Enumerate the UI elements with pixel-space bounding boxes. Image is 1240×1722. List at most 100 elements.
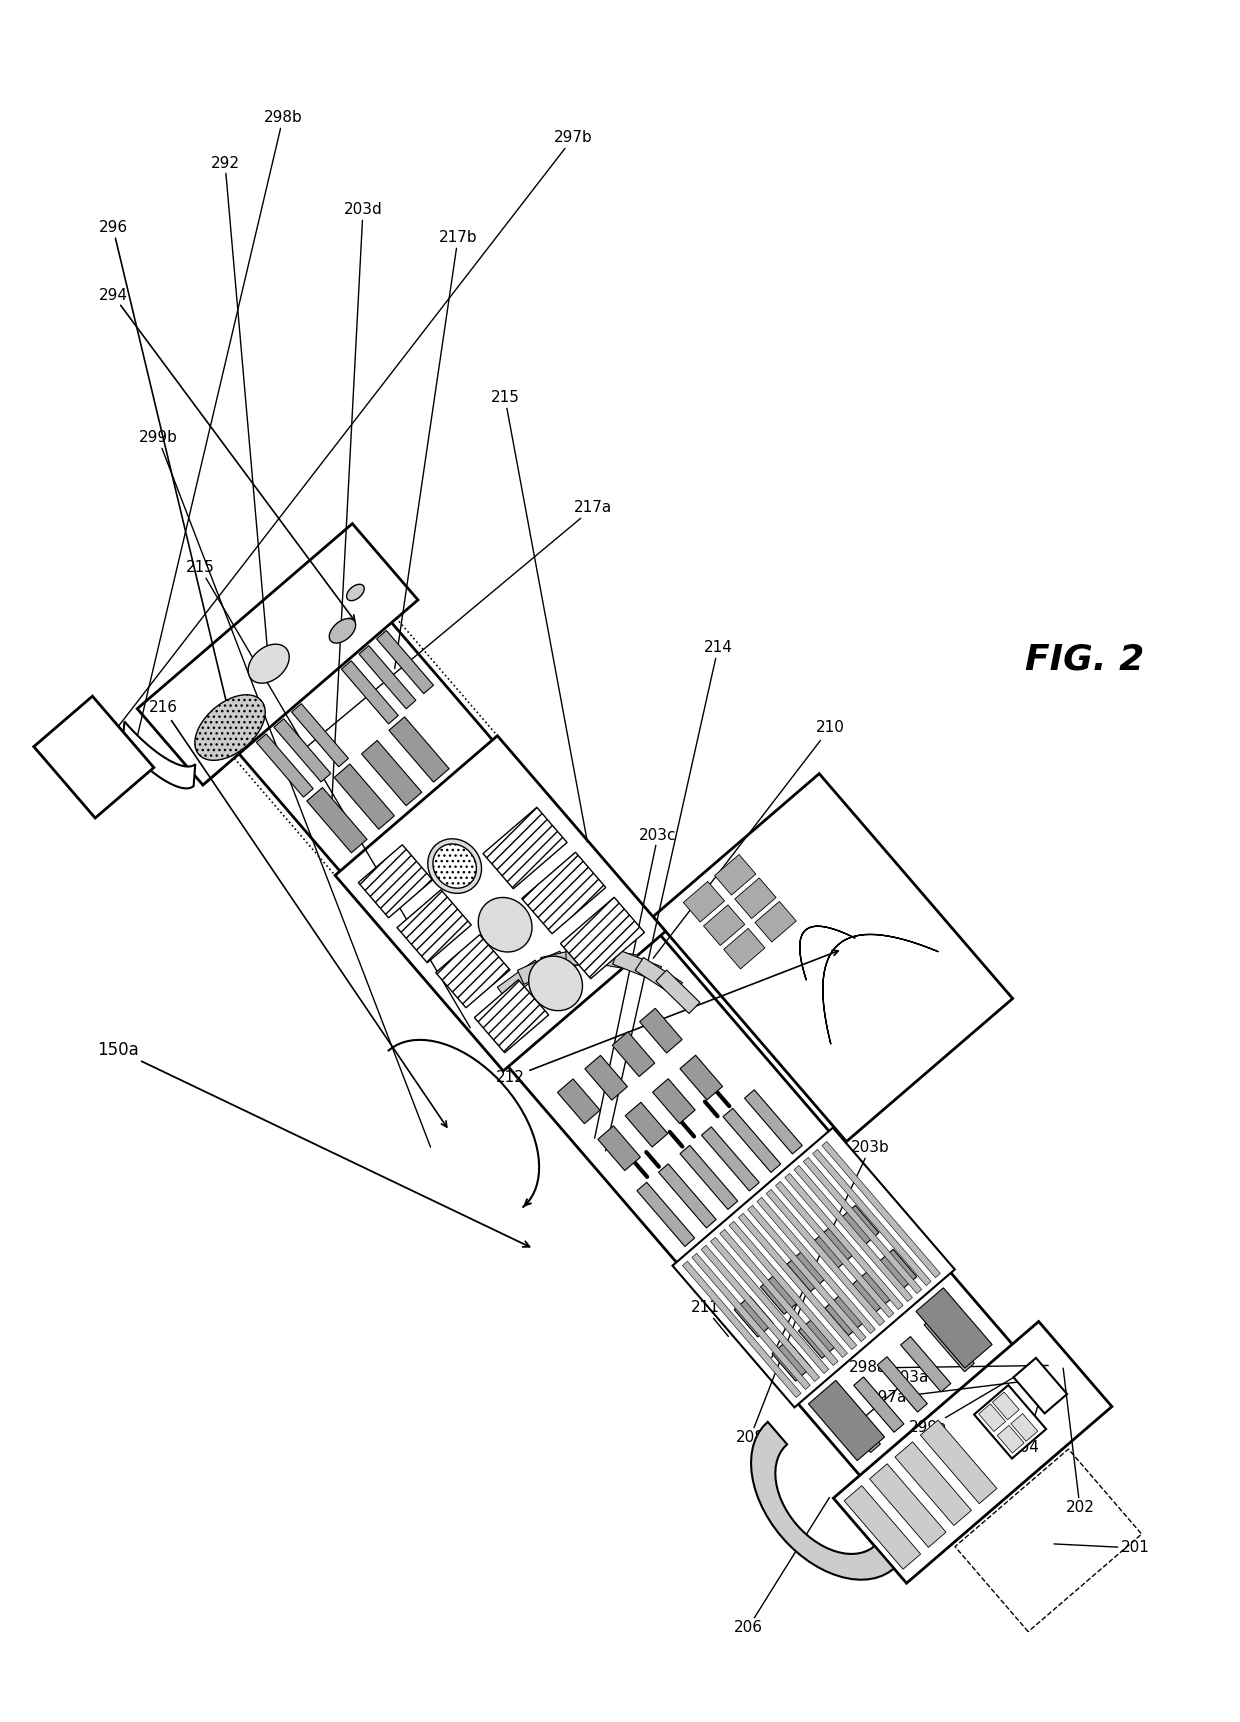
Polygon shape [823,935,939,1044]
Text: FIG. 2: FIG. 2 [1025,642,1145,677]
Polygon shape [613,1031,655,1076]
Polygon shape [702,1126,759,1192]
Polygon shape [613,951,661,982]
Polygon shape [360,646,415,709]
Polygon shape [291,704,348,766]
Polygon shape [997,1426,1024,1453]
Text: 211: 211 [691,1300,728,1336]
Polygon shape [773,1340,811,1381]
Polygon shape [528,956,583,1011]
Polygon shape [435,935,510,1007]
Polygon shape [653,773,1013,1142]
Polygon shape [895,1441,971,1526]
Polygon shape [800,926,856,980]
Polygon shape [197,573,1014,1477]
Text: 292: 292 [211,155,268,661]
Polygon shape [955,1448,1142,1632]
Polygon shape [813,1228,853,1269]
Polygon shape [703,904,745,945]
Polygon shape [680,1056,723,1100]
Polygon shape [719,1230,838,1366]
Polygon shape [711,1238,828,1374]
Polygon shape [672,1128,955,1407]
Polygon shape [598,1126,640,1171]
Polygon shape [916,1288,992,1367]
Polygon shape [484,808,567,889]
Polygon shape [692,1254,810,1390]
Polygon shape [335,735,666,1071]
Polygon shape [680,1145,738,1209]
Polygon shape [330,618,356,642]
Polygon shape [799,1317,837,1359]
Polygon shape [637,1183,694,1247]
Polygon shape [775,1181,894,1317]
Text: 203d: 203d [331,203,382,821]
Polygon shape [248,644,289,684]
Text: 294: 294 [98,288,355,622]
Text: 299a: 299a [909,1372,1023,1436]
Polygon shape [347,584,365,601]
Polygon shape [756,1197,875,1333]
Polygon shape [839,1205,879,1247]
Polygon shape [975,1384,1047,1459]
Polygon shape [744,1090,802,1154]
Polygon shape [585,1056,627,1100]
Polygon shape [734,1297,774,1336]
Polygon shape [729,1221,847,1357]
Polygon shape [804,1157,921,1293]
Polygon shape [658,1164,717,1228]
Polygon shape [724,928,765,969]
Polygon shape [853,1378,904,1433]
Polygon shape [869,1464,946,1548]
Polygon shape [825,1295,864,1336]
Text: 296: 296 [98,220,233,727]
Polygon shape [735,878,776,918]
Polygon shape [751,1422,894,1579]
Text: 150a: 150a [97,1042,529,1247]
Polygon shape [397,890,471,963]
Polygon shape [625,1102,668,1147]
Polygon shape [878,1248,916,1290]
Polygon shape [635,957,682,995]
Polygon shape [558,1080,600,1124]
Polygon shape [924,1316,975,1372]
Polygon shape [701,1245,820,1381]
Polygon shape [1013,1359,1068,1414]
Text: 217b: 217b [394,231,477,668]
Text: 201: 201 [1054,1541,1149,1555]
Polygon shape [652,1078,696,1123]
Polygon shape [844,1486,920,1569]
Polygon shape [748,1205,866,1341]
Polygon shape [335,765,394,830]
Polygon shape [497,961,544,1000]
Text: 203b: 203b [771,1140,889,1357]
Polygon shape [475,980,548,1052]
Text: 215: 215 [491,391,588,842]
Polygon shape [565,949,613,966]
Text: 203a: 203a [848,1371,929,1431]
Text: 203c: 203c [595,828,677,1138]
Polygon shape [377,630,434,694]
Polygon shape [589,947,637,971]
Polygon shape [900,1336,951,1391]
Polygon shape [755,901,796,942]
Text: 297a: 297a [869,1379,1043,1405]
Polygon shape [428,839,481,894]
Polygon shape [738,1214,857,1350]
Polygon shape [760,1274,800,1314]
Polygon shape [433,844,476,889]
Text: 208: 208 [735,1266,817,1445]
Polygon shape [1011,1414,1038,1441]
Polygon shape [560,897,645,978]
Polygon shape [808,1381,884,1460]
Polygon shape [766,1190,884,1326]
Polygon shape [683,882,724,921]
Polygon shape [714,854,756,895]
Polygon shape [389,716,449,782]
Polygon shape [195,694,265,761]
Polygon shape [640,1009,682,1054]
Text: 299b: 299b [139,430,430,1147]
Text: 204: 204 [1011,1397,1040,1455]
Text: 297b: 297b [95,131,593,756]
Polygon shape [833,1321,1112,1583]
